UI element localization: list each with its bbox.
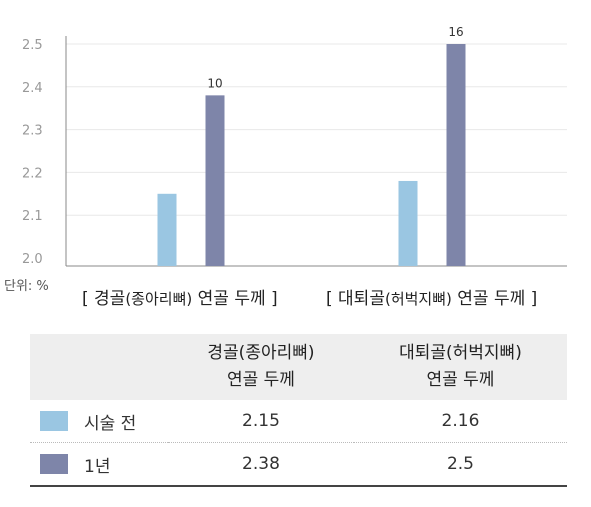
y-tick-label: 2.2	[22, 166, 43, 181]
legend-cell-1year: 1년	[30, 442, 168, 487]
legend-swatch-before	[40, 411, 68, 431]
category-label-femur-open: [ 대퇴골	[326, 289, 385, 309]
bar	[157, 193, 177, 266]
category-label-femur: [ 대퇴골(허벅지뼈) 연골 두께 ]	[326, 284, 537, 309]
table-cell: 2.38	[168, 442, 354, 487]
bar	[205, 95, 225, 266]
table-header-tibia-line2: 연골 두께	[226, 370, 295, 390]
data-table: 경골(종아리뼈) 연골 두께 대퇴골(허벅지뼈) 연골 두께 시술 전 2.15…	[30, 334, 567, 487]
category-label-tibia-open: [ 경골	[82, 289, 126, 309]
table-header-tibia: 경골(종아리뼈) 연골 두께	[168, 334, 354, 400]
table-header-femur: 대퇴골(허벅지뼈) 연골 두께	[354, 334, 567, 400]
category-label-tibia: [ 경골(종아리뼈) 연골 두께 ]	[82, 284, 278, 309]
bar-chart: 2.0 2.1 2.2 2.3 2.4 2.5 10 16	[22, 25, 567, 267]
category-label-femur-close: 연골 두께 ]	[451, 289, 538, 309]
legend-cell-before: 시술 전	[30, 400, 168, 443]
legend-label-before: 시술 전	[84, 413, 137, 434]
category-label-tibia-paren: (종아리뼈)	[125, 290, 193, 308]
legend-label-1year: 1년	[84, 456, 111, 477]
data-label: 10	[207, 76, 222, 90]
table-header-femur-line2: 연골 두께	[426, 370, 495, 390]
category-label-femur-paren: (허벅지뼈)	[384, 290, 452, 308]
y-tick-label: 2.1	[22, 209, 43, 224]
y-tick-label: 2.3	[22, 124, 43, 139]
table-cell: 2.15	[168, 400, 354, 443]
category-label-tibia-close: 연골 두께 ]	[192, 289, 278, 309]
unit-label: 단위: %	[4, 279, 49, 294]
data-label: 16	[448, 25, 463, 39]
bar	[446, 44, 466, 266]
table-header-femur-line1: 대퇴골(허벅지뼈)	[399, 343, 522, 363]
bar	[398, 180, 418, 266]
legend-swatch-1year	[40, 454, 68, 474]
y-tick-label: 2.4	[22, 81, 43, 96]
table-cell: 2.5	[353, 442, 567, 487]
table-header-tibia-line1: 경골(종아리뼈)	[207, 343, 315, 363]
table-row: 시술 전 2.15 2.16	[30, 400, 567, 443]
table-header-empty	[30, 334, 168, 400]
table-row: 1년 2.38 2.5	[30, 442, 567, 487]
table-cell: 2.16	[353, 400, 567, 443]
y-tick-label: 2.5	[22, 38, 43, 53]
y-tick-label: 2.0	[22, 252, 43, 267]
table-header-row: 경골(종아리뼈) 연골 두께 대퇴골(허벅지뼈) 연골 두께	[30, 334, 567, 400]
